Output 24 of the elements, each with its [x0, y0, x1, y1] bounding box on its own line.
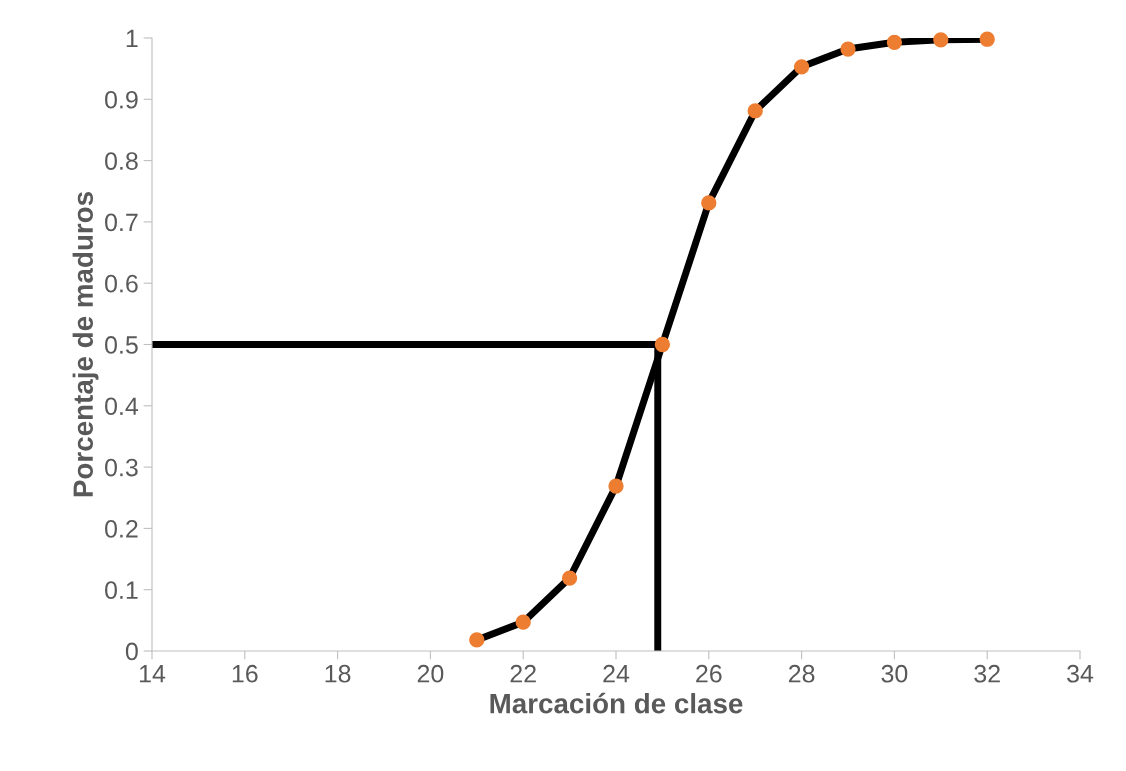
x-tick-label: 30 [881, 664, 908, 683]
x-tick-label: 26 [696, 664, 722, 683]
y-tick-label: 0.7 [105, 213, 138, 232]
y-tick-label: 0.6 [105, 274, 138, 293]
x-tick-label: 20 [417, 664, 444, 683]
x-tick-label: 24 [603, 664, 630, 683]
x-axis-title: Marcación de clase [490, 692, 743, 714]
y-tick-label: 0.1 [105, 581, 138, 599]
x-tick-label: 28 [788, 664, 815, 683]
y-tick-label: 0.3 [105, 458, 138, 477]
y-axis-title: Porcentaje de maduros [72, 192, 99, 497]
y-tick-label: 0.9 [105, 90, 138, 109]
y-tick-label: 0 [125, 642, 138, 661]
y-tick-label: 0.5 [105, 336, 138, 354]
x-tick-label: 18 [325, 664, 351, 683]
x-tick-label: 32 [974, 664, 1000, 683]
y-tick-label: 0.4 [105, 397, 139, 416]
x-tick-label: 34 [1067, 664, 1094, 683]
y-tick-label: 0.8 [105, 152, 138, 170]
x-tick-label: 22 [510, 664, 536, 683]
y-tick-label: 1 [126, 29, 138, 48]
y-tick-label: 0.2 [105, 520, 138, 538]
x-tick-label: 16 [232, 664, 258, 683]
x-tick-label: 14 [140, 665, 166, 683]
